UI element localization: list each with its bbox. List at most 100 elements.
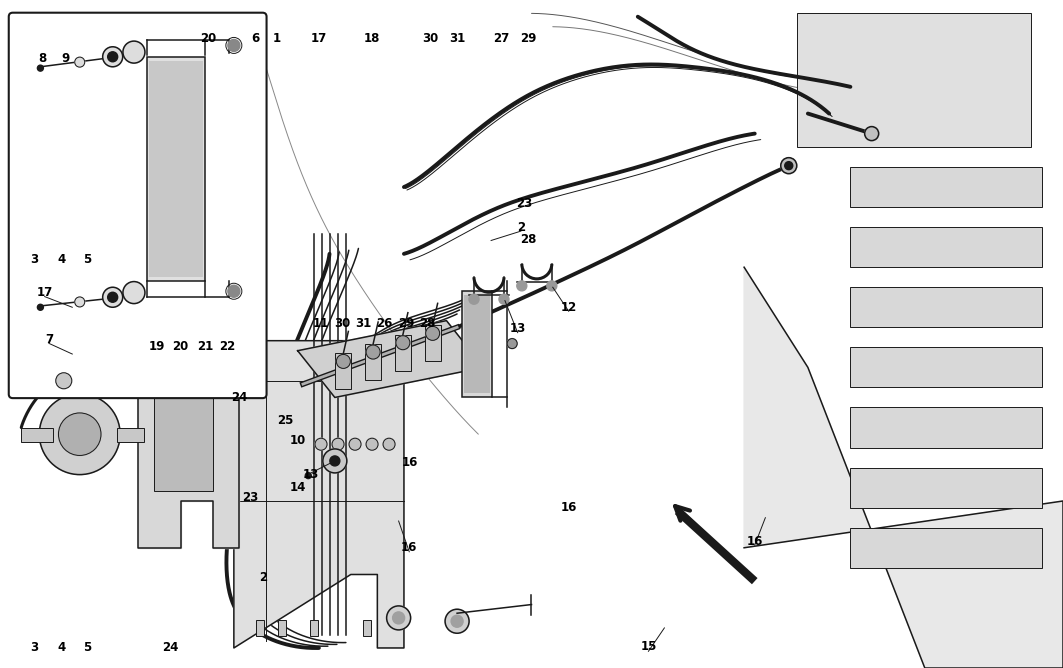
Text: 31: 31 [355,317,372,331]
Circle shape [103,47,122,67]
Text: 29: 29 [520,32,537,45]
Text: 2: 2 [517,220,525,234]
Text: 16: 16 [402,456,419,469]
Bar [850,227,1042,267]
Bar [424,325,441,361]
Text: 3: 3 [30,641,38,655]
Circle shape [425,327,440,341]
Bar [244,13,776,661]
Circle shape [74,57,85,67]
Circle shape [332,438,344,450]
Bar [335,353,352,389]
Text: 1: 1 [272,32,281,45]
Text: 23: 23 [241,491,258,504]
Circle shape [517,281,527,291]
Circle shape [123,282,145,303]
Polygon shape [138,347,239,548]
Text: 7: 7 [45,333,53,346]
Text: 21: 21 [197,339,214,353]
Text: 28: 28 [520,232,537,246]
Circle shape [499,294,509,304]
Text: 11: 11 [313,317,330,331]
Circle shape [315,438,327,450]
FancyBboxPatch shape [9,13,267,398]
Text: 5: 5 [83,253,91,266]
Bar [797,13,1031,147]
Bar [362,620,371,636]
Text: 29: 29 [398,317,415,331]
Bar [465,295,490,393]
Circle shape [336,355,351,369]
Bar [850,528,1042,568]
Circle shape [123,41,145,63]
Circle shape [383,438,395,450]
Circle shape [107,293,118,302]
Text: 26: 26 [376,317,393,331]
Bar [365,344,382,380]
Bar [149,61,203,277]
Text: 4: 4 [57,253,66,266]
Text: 5: 5 [83,641,91,655]
Circle shape [784,162,793,170]
Circle shape [366,345,381,359]
Text: 14: 14 [289,481,306,494]
Text: 20: 20 [200,32,217,45]
Circle shape [55,373,72,389]
Text: 16: 16 [401,541,418,554]
Bar [309,620,318,636]
Circle shape [323,449,347,473]
Circle shape [103,287,122,307]
Text: 22: 22 [219,339,236,353]
Bar [850,468,1042,508]
Circle shape [37,65,44,71]
Circle shape [392,612,405,624]
Circle shape [387,606,410,630]
Circle shape [305,473,311,478]
Bar [850,167,1042,207]
Bar [256,620,265,636]
Circle shape [349,438,361,450]
Bar [462,291,492,397]
Polygon shape [744,267,1063,668]
Text: 4: 4 [57,641,66,655]
Bar [277,620,286,636]
Bar [394,335,411,371]
Text: 12: 12 [560,301,577,314]
Text: 31: 31 [449,32,466,45]
Circle shape [37,305,44,310]
Text: 23: 23 [516,197,533,210]
Text: 8: 8 [38,52,47,65]
Bar [117,428,144,442]
Text: 24: 24 [231,391,248,404]
Text: 19: 19 [149,339,166,353]
Text: 6: 6 [251,32,259,45]
Text: 9: 9 [62,52,70,65]
Circle shape [39,394,120,474]
Text: 3: 3 [30,253,38,266]
Text: 17: 17 [310,32,327,45]
Circle shape [451,615,463,627]
Polygon shape [298,321,484,397]
Text: 27: 27 [493,32,510,45]
Bar [850,287,1042,327]
Text: 13: 13 [302,468,319,481]
Text: 13: 13 [509,322,526,335]
Text: 25: 25 [276,414,293,428]
Circle shape [864,127,879,140]
Bar [154,371,213,491]
Circle shape [58,413,101,456]
Circle shape [366,438,378,450]
Bar [850,347,1042,387]
Text: 16: 16 [746,534,763,548]
Circle shape [507,339,518,349]
Circle shape [227,285,240,297]
Circle shape [546,281,557,291]
Circle shape [445,609,469,633]
Text: 16: 16 [560,501,577,514]
Circle shape [330,456,340,466]
Circle shape [227,39,240,51]
Circle shape [780,158,797,174]
Bar [21,428,53,442]
Bar [147,57,205,281]
Circle shape [107,52,118,61]
